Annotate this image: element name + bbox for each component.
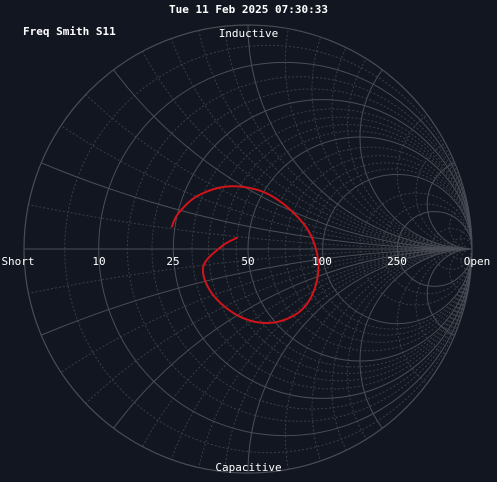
x-arc-minor [191,248,472,473]
s11-trace [170,185,320,325]
tick-label-25: 25 [166,255,180,268]
r-circle-minor [311,168,472,330]
x-arc [359,248,472,473]
timestamp: Tue 11 Feb 2025 07:30:33 [169,3,328,16]
tick-label-100: 100 [312,255,332,268]
chart-title: Freq Smith S11 [23,25,116,38]
short-label: Short [1,255,35,268]
r-circle-minor [299,162,472,336]
x-arc-minor [331,248,472,473]
x-arc [426,158,472,250]
unit-circle [23,24,473,474]
trace-layer [170,185,320,325]
open-label: Open [463,255,491,268]
capacitive-label: Capacitive [215,461,282,474]
x-arc [426,248,472,340]
x-arc-minor [449,248,472,295]
x-arc-minor [449,203,472,250]
r-circle-minor [151,88,472,410]
tick-label-10: 10 [92,255,106,268]
inductive-label: Inductive [218,27,279,40]
tick-label-250: 250 [387,255,407,268]
x-arc-minor [151,248,472,473]
tick-label-50: 50 [241,255,255,268]
x-arc [359,25,472,250]
